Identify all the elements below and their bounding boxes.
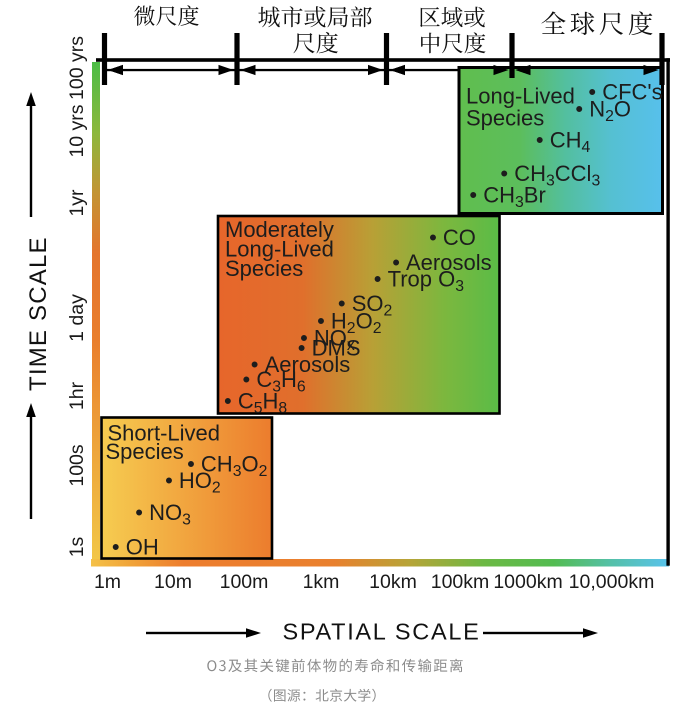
svg-text:• Trop O3​: • Trop O3​ xyxy=(374,267,464,296)
svg-text:Long-Lived: Long-Lived xyxy=(466,84,575,109)
svg-text:Species: Species xyxy=(466,106,544,131)
svg-text:• Aerosols: • Aerosols xyxy=(251,352,350,377)
svg-text:1000km: 1000km xyxy=(493,571,562,593)
svg-text:Long-Lived: Long-Lived xyxy=(225,237,334,262)
svg-text:SPATIAL SCALE: SPATIAL SCALE xyxy=(283,619,481,645)
svg-text:Moderately: Moderately xyxy=(225,217,334,242)
svg-text:10m: 10m xyxy=(154,571,192,593)
svg-text:1s: 1s xyxy=(66,536,88,557)
svg-text:10,000km: 10,000km xyxy=(569,571,655,593)
svg-text:100m: 100m xyxy=(220,571,269,593)
svg-text:10 yrs: 10 yrs xyxy=(66,104,88,157)
svg-text:• CH3​Br: • CH3​Br xyxy=(469,183,545,212)
svg-text:• C3​H6​: • C3​H6​ xyxy=(243,367,306,396)
svg-text:100km: 100km xyxy=(431,571,490,593)
svg-text:• NOx​: • NOx​ xyxy=(300,326,355,355)
svg-text:• DMS: • DMS xyxy=(298,336,361,361)
svg-text:1m: 1m xyxy=(94,571,121,593)
svg-text:TIME SCALE: TIME SCALE xyxy=(25,236,52,391)
svg-text:1km: 1km xyxy=(303,571,340,593)
svg-text:10km: 10km xyxy=(369,571,417,593)
svg-text:• N2​O: • N2​O xyxy=(575,97,631,126)
svg-text:• SO2​: • SO2​ xyxy=(338,291,392,320)
svg-text:• CFC's: • CFC's xyxy=(588,80,662,105)
svg-text:• CH3​O2​: • CH3​O2​ xyxy=(187,452,267,481)
svg-text:100s: 100s xyxy=(66,444,88,487)
svg-text:1yr: 1yr xyxy=(66,189,88,217)
svg-text:• CH4​: • CH4​ xyxy=(536,128,591,157)
svg-text:Species: Species xyxy=(106,439,184,464)
svg-text:1hr: 1hr xyxy=(66,381,88,410)
svg-text:• OH: • OH xyxy=(112,535,159,560)
svg-text:• HO2​: • HO2​ xyxy=(165,468,221,497)
svg-text:1 day: 1 day xyxy=(66,294,88,342)
svg-text:Species: Species xyxy=(225,256,303,281)
svg-text:Short-Lived: Short-Lived xyxy=(108,421,221,446)
svg-text:• Aerosols: • Aerosols xyxy=(392,250,491,275)
svg-text:• CO: • CO xyxy=(429,225,476,250)
svg-text:• NO3​: • NO3​ xyxy=(135,500,191,529)
svg-text:100 yrs: 100 yrs xyxy=(66,36,88,100)
